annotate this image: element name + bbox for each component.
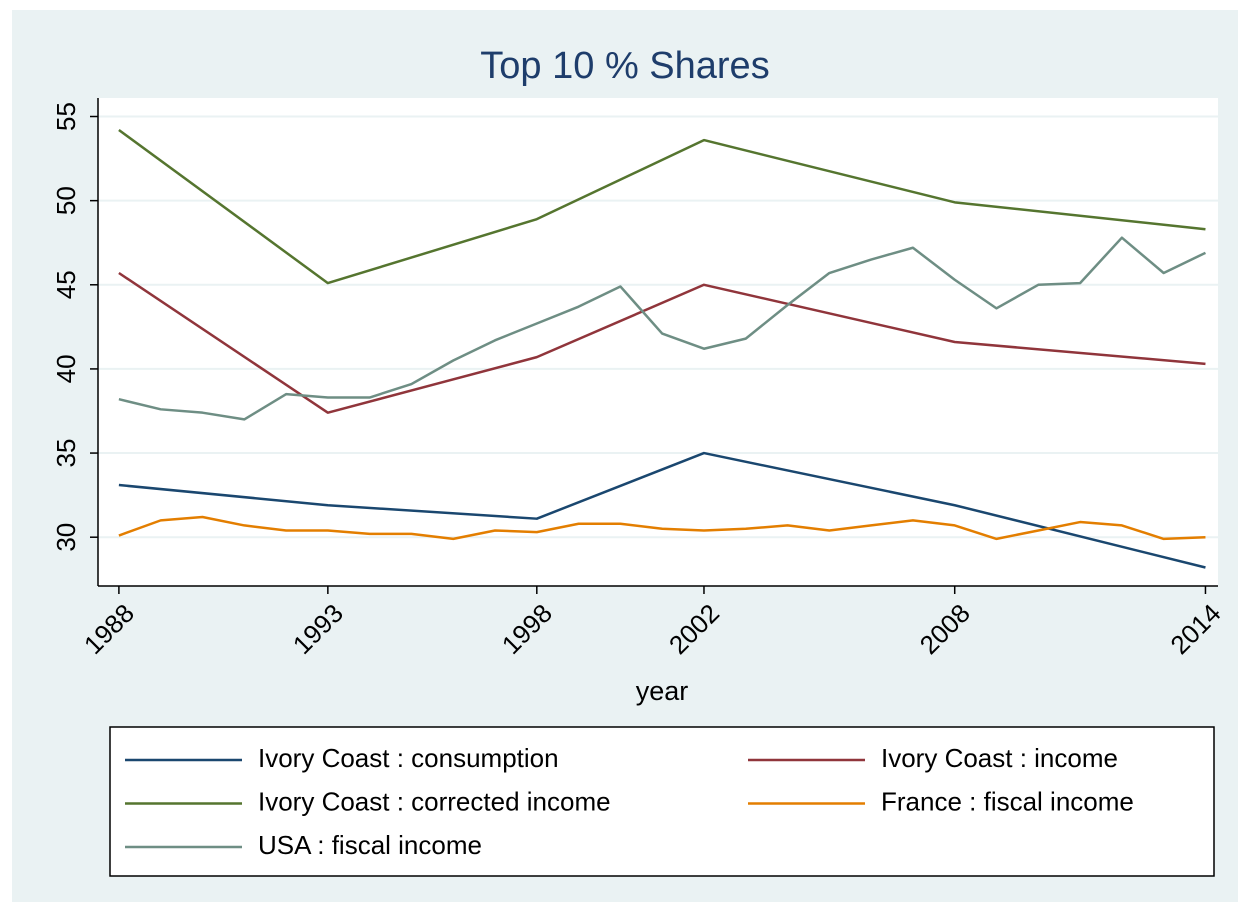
x-axis-label: year [636, 676, 689, 706]
y-tick-label: 55 [51, 102, 81, 131]
y-tick-label: 30 [51, 523, 81, 552]
y-tick-label: 40 [51, 354, 81, 383]
series-line [118, 515, 1206, 541]
legend-label: USA : fiscal income [258, 830, 482, 860]
series-line [118, 271, 1206, 414]
legend [109, 726, 1215, 877]
y-tick-label: 35 [51, 439, 81, 468]
series-line [118, 128, 1206, 285]
legend-label: Ivory Coast : consumption [258, 743, 559, 773]
y-tick-label: 50 [51, 186, 81, 215]
legend-label: Ivory Coast : income [881, 743, 1118, 773]
series-line [118, 236, 1207, 421]
legend-label: Ivory Coast : corrected income [258, 786, 611, 816]
chart-title: Top 10 % Shares [480, 45, 769, 87]
y-tick-label: 45 [51, 270, 81, 299]
plot-area [98, 98, 1218, 586]
series-line [118, 451, 1206, 569]
legend-label: France : fiscal income [881, 786, 1134, 816]
